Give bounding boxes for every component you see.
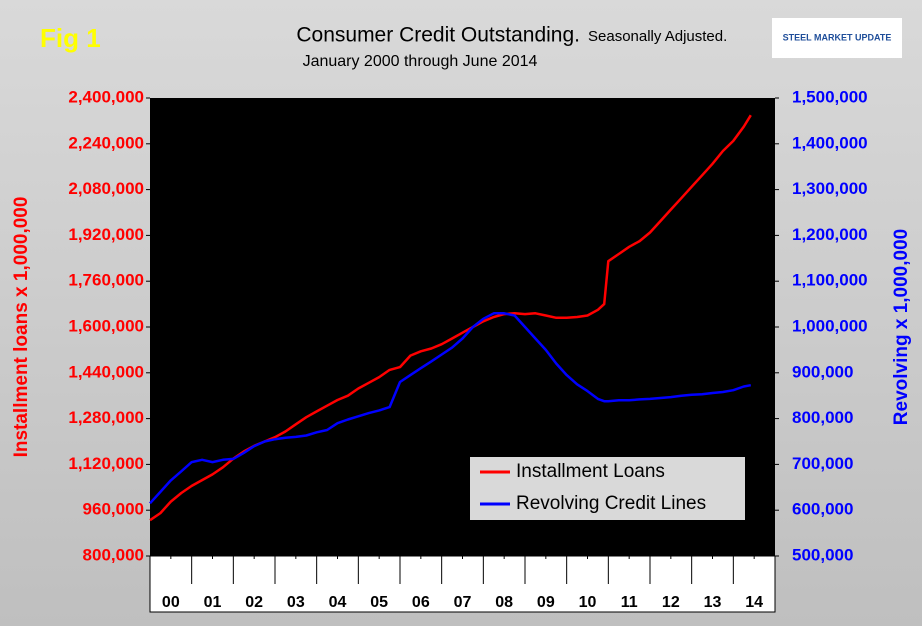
series-line xyxy=(149,312,752,505)
x-tick-label: 11 xyxy=(621,594,638,611)
y-tick-label: 2,400,000 xyxy=(68,87,144,106)
x-tick-label: 03 xyxy=(287,594,305,611)
x-tick-label: 08 xyxy=(495,594,513,611)
y2-tick-label: 900,000 xyxy=(792,362,853,381)
logo: STEEL MARKET UPDATE xyxy=(783,32,892,42)
y-tick-label: 1,280,000 xyxy=(68,408,144,427)
y2-tick-label: 600,000 xyxy=(792,500,853,519)
title-note: Seasonally Adjusted. xyxy=(588,28,727,45)
x-tick-label: 10 xyxy=(579,594,597,611)
x-tick-label: 04 xyxy=(329,594,347,611)
y-tick-label: 960,000 xyxy=(83,500,144,519)
figure-label: Fig 1 xyxy=(40,23,101,53)
x-tick-label: 00 xyxy=(162,594,180,611)
chart-title: Consumer Credit Outstanding. xyxy=(296,24,580,47)
x-tick-label: 02 xyxy=(245,594,263,611)
x-axis-band xyxy=(149,555,776,613)
legend-box xyxy=(470,457,745,520)
x-tick-label: 05 xyxy=(370,594,388,611)
x-tick-label: 09 xyxy=(537,594,555,611)
x-tick-label: 06 xyxy=(412,594,430,611)
legend-label: Revolving Credit Lines xyxy=(516,493,706,514)
y2-tick-label: 1,300,000 xyxy=(792,179,868,198)
y-tick-label: 2,240,000 xyxy=(68,133,144,152)
y2-tick-label: 1,200,000 xyxy=(792,225,868,244)
x-tick-label: 13 xyxy=(704,594,722,611)
y-axis-label: Installment loans x 1,000,000 xyxy=(11,197,32,458)
y-tick-label: 1,600,000 xyxy=(68,316,144,335)
y2-tick-label: 1,100,000 xyxy=(792,271,868,290)
y2-tick-label: 1,500,000 xyxy=(792,87,868,106)
y-tick-label: 1,760,000 xyxy=(68,271,144,290)
logo-box xyxy=(772,18,902,58)
legend-label: Installment Loans xyxy=(516,461,665,482)
y2-axis-label: Revolving x 1,000,000 xyxy=(891,229,912,425)
x-tick-label: 07 xyxy=(454,594,472,611)
y2-tick-label: 700,000 xyxy=(792,454,853,473)
x-tick-label: 01 xyxy=(204,594,222,611)
y-tick-label: 1,920,000 xyxy=(68,225,144,244)
chart-subtitle: January 2000 through June 2014 xyxy=(303,53,538,70)
x-tick-label: 12 xyxy=(662,594,680,611)
y-tick-label: 800,000 xyxy=(83,545,144,564)
x-tick-label: 14 xyxy=(745,594,763,611)
y2-tick-label: 1,000,000 xyxy=(792,316,868,335)
y2-tick-label: 500,000 xyxy=(792,545,853,564)
y-tick-label: 1,440,000 xyxy=(68,362,144,381)
y-tick-label: 2,080,000 xyxy=(68,179,144,198)
y2-tick-label: 800,000 xyxy=(792,408,853,427)
y-tick-label: 1,120,000 xyxy=(68,454,144,473)
y2-tick-label: 1,400,000 xyxy=(792,133,868,152)
